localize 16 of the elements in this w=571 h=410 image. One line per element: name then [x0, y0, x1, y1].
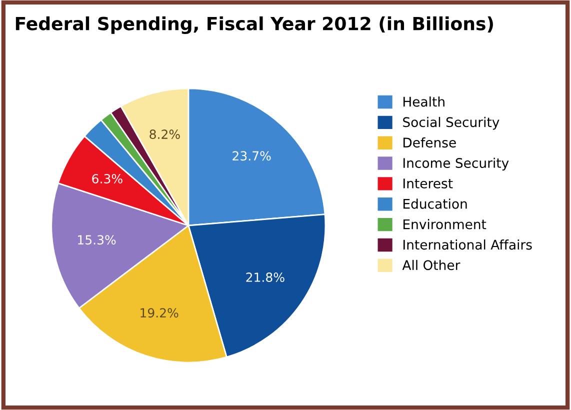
legend-label: Interest: [404, 178, 453, 188]
legend-label: All Other: [402, 260, 460, 270]
legend-label: International Affairs: [404, 239, 532, 250]
legend-label: Social Security: [403, 116, 500, 130]
data-label: 21.8%: [246, 272, 284, 282]
legend-label: Income Security: [404, 158, 509, 171]
legend-label: Health: [404, 96, 444, 107]
chart-title: Federal Spending, Fiscal Year 2012 (in Billions): [16, 16, 493, 34]
legend-label: Environment: [404, 219, 486, 230]
data-label: 15.3%: [78, 235, 116, 245]
data-label: 19.2%: [140, 308, 178, 318]
legend-label: Defense: [404, 137, 456, 148]
data-label: 6.3%: [92, 174, 122, 184]
data-label: 23.7%: [232, 151, 271, 161]
data-label: 8.2%: [150, 130, 180, 140]
legend-label: Education: [404, 198, 467, 209]
